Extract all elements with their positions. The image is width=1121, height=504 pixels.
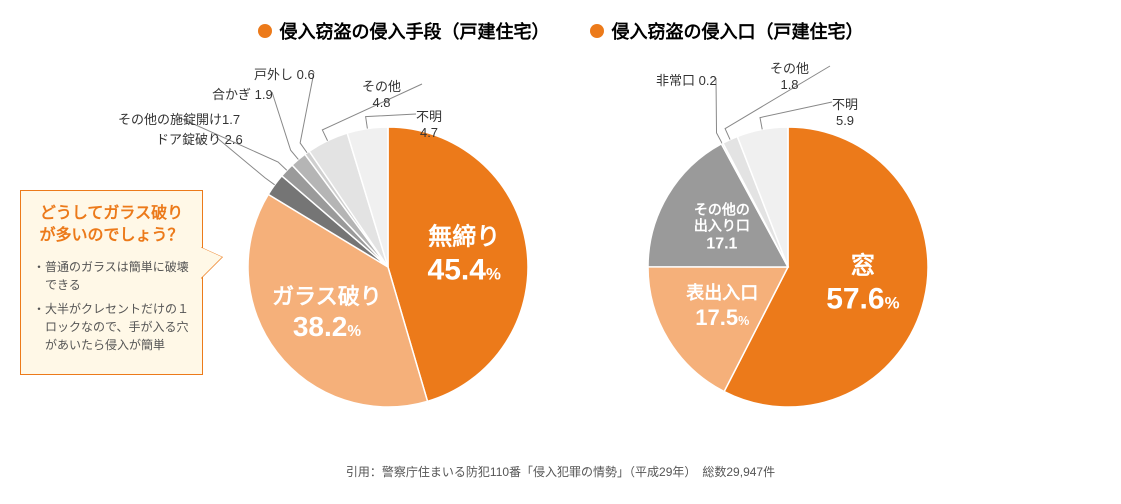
leader-line: [300, 72, 314, 153]
slice-outer-label: 合かぎ 1.9: [212, 84, 273, 103]
leader-line: [760, 102, 832, 129]
source-citation: 引用：警察庁住まいる防犯110番「侵入犯罪の情勢」（平成29年） 総数29,94…: [0, 463, 1121, 480]
slice-inner-label: その他の出入り口17.1: [694, 201, 750, 254]
slice-outer-label: その他4.8: [362, 76, 401, 110]
leader-line: [716, 78, 722, 143]
callout-item: ・普通のガラスは簡単に破壊できる: [33, 258, 190, 294]
callout-list: ・普通のガラスは簡単に破壊できる ・大半がクレセントだけの１ロックなので、手が入…: [33, 258, 190, 354]
slice-inner-label: 無締り45.4%: [428, 224, 501, 289]
slice-outer-label: 戸外し 0.6: [254, 64, 315, 83]
slice-inner-label: 窓57.6%: [826, 253, 899, 318]
slice-outer-label: その他の施錠開け1.7: [118, 109, 240, 128]
slice-outer-label: その他1.8: [770, 58, 809, 92]
slice-outer-label: 非常口 0.2: [656, 70, 717, 89]
callout-item: ・大半がクレセントだけの１ロックなので、手が入る穴があいたら侵入が簡単: [33, 300, 190, 354]
callout-title: どうしてガラス破りが多いのでしょう？: [33, 203, 190, 248]
leader-line: [272, 92, 298, 159]
slice-outer-label: ドア錠破り 2.6: [156, 129, 243, 148]
slice-outer-label: 不明5.9: [832, 94, 858, 128]
callout-arrow-icon: [200, 247, 222, 279]
slice-inner-label: ガラス破り38.2%: [272, 284, 382, 344]
slice-inner-label: 表出入口17.5%: [686, 283, 758, 331]
callout-box: どうしてガラス破りが多いのでしょう？ ・普通のガラスは簡単に破壊できる ・大半が…: [20, 190, 203, 375]
slice-outer-label: 不明4.7: [416, 106, 442, 140]
